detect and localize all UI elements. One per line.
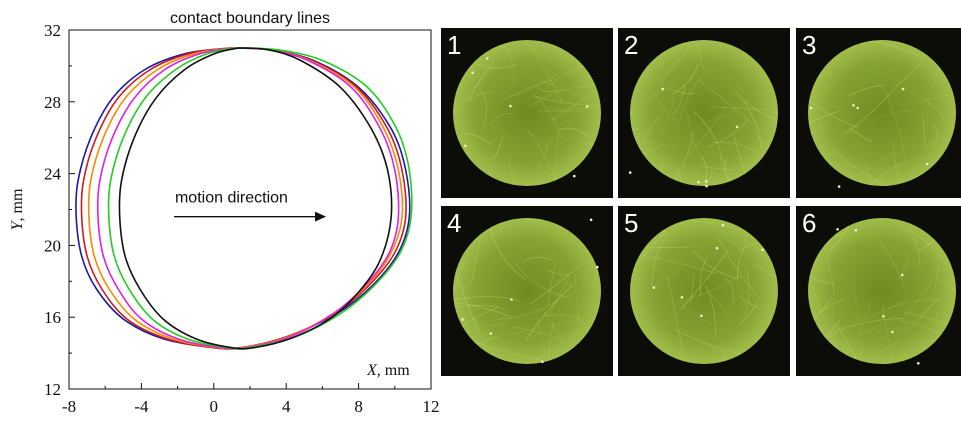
- chart-title: contact boundary lines: [170, 10, 330, 27]
- speck: [721, 223, 725, 227]
- motion-arrow-head: [315, 211, 327, 222]
- y-axis-unit: , mm: [9, 188, 26, 221]
- x-axis-var: X: [366, 362, 378, 379]
- y-tick-label: 32: [44, 21, 61, 40]
- panel-number: 2: [624, 30, 639, 60]
- photo-panel-3: 3: [796, 28, 961, 198]
- speck: [585, 105, 589, 108]
- x-tick-label: 8: [354, 397, 363, 416]
- speck: [697, 180, 700, 184]
- contact-photo: [630, 218, 778, 364]
- speck: [596, 265, 599, 269]
- panel-number: 3: [802, 30, 817, 60]
- y-tick-label: 28: [44, 93, 61, 112]
- x-tick-label: -4: [134, 397, 149, 416]
- y-tick-label: 24: [44, 165, 62, 184]
- plot-frame: [68, 29, 432, 390]
- photo-panel-4: 4: [441, 206, 613, 376]
- boundary-line-6: [118, 47, 393, 350]
- speck: [541, 360, 544, 364]
- contact-photo: [808, 40, 956, 188]
- photo-panel-6: 6: [796, 206, 961, 376]
- speck: [882, 315, 885, 318]
- speck: [464, 144, 467, 148]
- speck: [891, 330, 894, 334]
- contact-photo: [453, 40, 601, 186]
- y-tick-label: 12: [44, 380, 61, 399]
- contact-spot: [808, 40, 956, 186]
- speck: [856, 106, 859, 110]
- photo-panel-5: 5: [618, 206, 790, 376]
- speck: [704, 180, 708, 183]
- x-tick-label: 4: [282, 397, 291, 416]
- speck: [837, 185, 841, 188]
- contact-spot: [453, 40, 601, 186]
- photo-panel-2: 2: [618, 28, 790, 198]
- speck: [705, 184, 708, 188]
- speck: [854, 229, 858, 232]
- contact-photo: [628, 40, 778, 188]
- x-tick-label: 0: [210, 397, 219, 416]
- panel-number: 1: [447, 30, 462, 60]
- speck: [628, 171, 632, 174]
- panel-number: 4: [447, 208, 462, 238]
- y-axis-label: Y, mm: [9, 188, 26, 230]
- contact-spot: [630, 218, 778, 364]
- speck: [836, 228, 839, 231]
- speck: [735, 125, 739, 129]
- speck: [715, 246, 719, 250]
- speck: [509, 104, 512, 108]
- speck: [510, 298, 513, 301]
- panel-number: 6: [802, 208, 817, 238]
- speck: [573, 174, 576, 178]
- x-tick-label: 12: [423, 397, 440, 416]
- contact-spot: [630, 40, 778, 186]
- speck: [461, 318, 464, 321]
- photo-panel-1: 1: [441, 28, 613, 198]
- contact-photo: [453, 218, 601, 364]
- speck: [917, 362, 920, 365]
- y-axis-var: Y: [9, 219, 26, 230]
- panel-number: 5: [624, 208, 639, 238]
- speck: [680, 296, 684, 299]
- speck: [925, 162, 929, 166]
- speck: [589, 218, 593, 222]
- speck: [852, 104, 855, 107]
- x-axis-unit: , mm: [377, 362, 410, 379]
- speck: [700, 314, 703, 317]
- y-tick-label: 16: [44, 308, 61, 327]
- speck: [761, 248, 764, 252]
- speck: [652, 286, 656, 289]
- contact-spot: [808, 218, 956, 364]
- speck: [471, 71, 474, 75]
- speck: [901, 273, 904, 277]
- speck: [901, 87, 905, 91]
- speck: [485, 57, 489, 60]
- speck: [661, 87, 664, 91]
- contact-spot: [453, 218, 601, 364]
- contact-boundary-plot: -8 -4 0 4 8 12 12 16 20 24 28 32 contact boundary l…: [9, 10, 440, 416]
- x-tick-label: -8: [62, 397, 76, 416]
- motion-direction-label: motion direction: [175, 190, 288, 207]
- y-tick-label: 20: [44, 236, 61, 255]
- speck: [489, 332, 493, 335]
- speck: [809, 106, 813, 110]
- x-axis-label: X, mm: [366, 362, 410, 379]
- contact-photo: [808, 218, 956, 365]
